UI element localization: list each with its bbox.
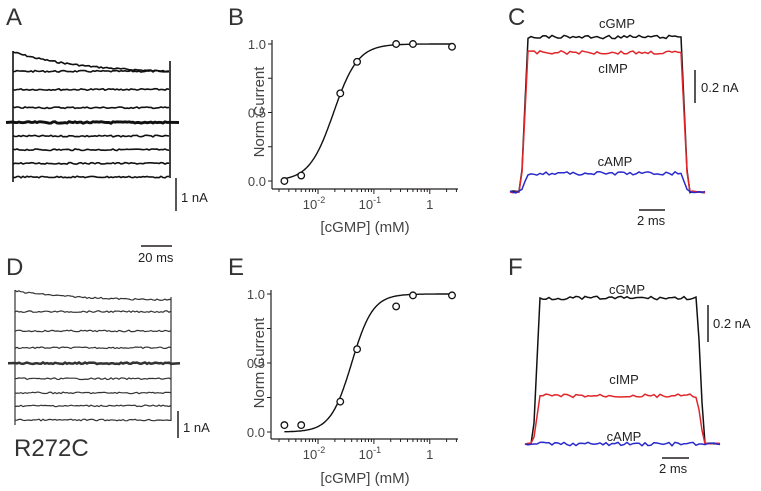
x-tick-label: 10-2	[303, 195, 325, 212]
panel-f-nucleotide-traces	[524, 295, 721, 447]
panel-c-nucleotide-traces	[509, 34, 706, 194]
scale-label-time-a: 20 ms	[138, 250, 174, 265]
data-point	[409, 40, 417, 48]
trace-cgmp	[524, 295, 721, 446]
scale-label-time-c: 2 ms	[637, 213, 666, 228]
current-trace	[14, 346, 172, 350]
trace-label-camp-c: cAMP	[598, 154, 633, 169]
panel-d-current-family	[7, 289, 181, 425]
trace-cimp	[524, 393, 721, 446]
current-trace	[12, 148, 170, 152]
current-trace	[12, 87, 170, 92]
current-trace	[14, 391, 172, 395]
x-tick-exponent: -2	[317, 445, 325, 455]
y-tick-label: 0.0	[247, 425, 265, 440]
x-tick-label: 1	[426, 447, 433, 462]
scale-label-current-a: 1 nA	[181, 190, 208, 205]
mutant-label: R272C	[14, 435, 89, 462]
current-trace	[14, 377, 172, 381]
y-axis-label-b: Norm Current	[251, 66, 268, 158]
y-tick-label: 1.0	[247, 287, 265, 302]
data-point	[336, 89, 345, 98]
scale-label-current-d: 1 nA	[183, 420, 210, 435]
trace-label-cgmp-f: cGMP	[609, 282, 645, 297]
data-point	[353, 57, 362, 66]
scale-label-current-c: 0.2 nA	[701, 80, 739, 95]
trace-label-cgmp-c: cGMP	[599, 16, 635, 31]
panel-label-f: F	[508, 254, 523, 281]
x-tick-label: 1	[426, 197, 433, 212]
data-point	[280, 421, 289, 430]
current-trace	[5, 120, 180, 125]
current-trace	[15, 418, 171, 422]
current-trace	[12, 106, 170, 110]
current-trace	[12, 161, 170, 166]
x-tick-label: 10-2	[303, 445, 325, 462]
current-trace	[12, 134, 170, 138]
data-point	[448, 291, 456, 300]
hill-fit-curve	[284, 43, 453, 180]
data-point	[392, 40, 401, 48]
y-tick-label: 0.5	[248, 106, 266, 121]
data-point	[409, 291, 417, 300]
current-trace	[14, 310, 172, 314]
y-tick-label: 0.5	[247, 356, 265, 371]
trace-camp	[509, 170, 706, 194]
x-tick-label: 10-1	[359, 445, 381, 462]
data-point	[336, 397, 345, 406]
panel-a-current-family	[5, 51, 180, 182]
panel-label-b: B	[228, 4, 244, 31]
scale-label-time-f: 2 ms	[659, 461, 688, 476]
x-tick-exponent: -2	[317, 195, 325, 205]
current-trace	[12, 69, 170, 74]
panel-e-dose-response: Norm Current [cGMP] (mM) 0.0 0.5 1.0 10-2 10…	[247, 287, 458, 487]
x-tick-exponent: -1	[373, 195, 381, 205]
panel-b-dose-response: Norm Current [cGMP] (mM) 0.0 0.5 1.0 10-2 10…	[248, 37, 458, 236]
y-tick-label: 1.0	[248, 37, 266, 52]
data-point	[297, 171, 306, 180]
panel-label-c: C	[508, 4, 525, 31]
y-tick-label: 0.0	[248, 174, 266, 189]
x-tick-exponent: -1	[373, 445, 381, 455]
trace-cimp	[509, 49, 706, 194]
trace-camp	[524, 441, 720, 447]
panel-label-e: E	[228, 254, 244, 281]
hill-fit-curve	[284, 293, 453, 433]
current-trace	[14, 404, 172, 408]
panel-label-a: A	[6, 4, 22, 31]
current-trace	[14, 289, 172, 302]
y-axis-label-e: Norm Current	[251, 317, 268, 409]
current-trace	[7, 361, 181, 366]
trace-label-camp-f: cAMP	[607, 429, 642, 444]
data-point	[280, 177, 289, 185]
trace-cgmp	[509, 34, 706, 194]
data-point	[297, 421, 306, 430]
data-point	[353, 345, 362, 354]
trace-label-cimp-c: cIMP	[598, 61, 628, 76]
x-tick-label: 10-1	[359, 195, 381, 212]
trace-label-cimp-f: cIMP	[609, 372, 639, 387]
panel-label-d: D	[6, 254, 23, 281]
data-point	[448, 42, 456, 51]
x-axis-label-b: [cGMP] (mM)	[320, 219, 409, 236]
data-point	[392, 302, 401, 311]
current-trace	[12, 51, 170, 73]
x-axis-label-e: [cGMP] (mM)	[320, 470, 409, 487]
current-trace	[14, 329, 172, 333]
current-trace	[12, 175, 170, 179]
scale-label-current-f: 0.2 nA	[713, 316, 751, 331]
